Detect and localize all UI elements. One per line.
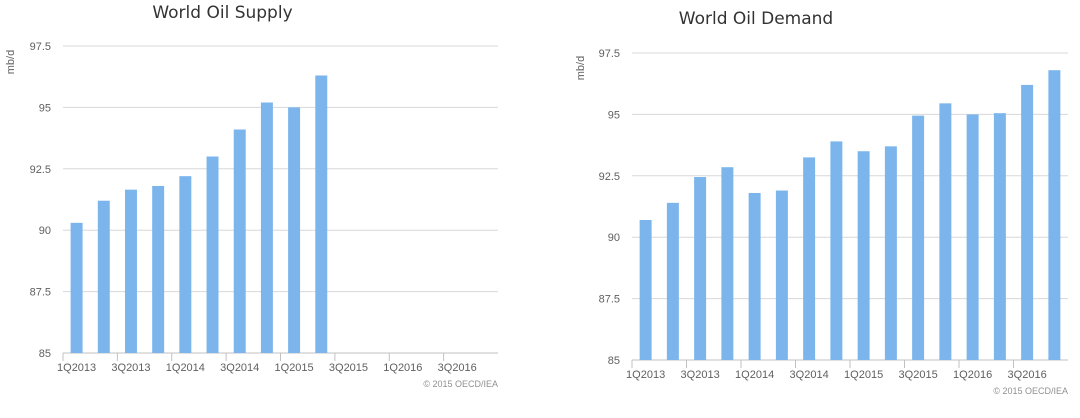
- demand-y-tick-label: 92.5: [599, 171, 620, 183]
- demand-y-tick-label: 90: [608, 232, 620, 244]
- demand-bar: [912, 115, 925, 361]
- demand-bar: [721, 167, 734, 360]
- supply-x-tick-label: 1Q2013: [57, 362, 96, 374]
- demand-bar: [1021, 84, 1034, 360]
- supply-chart: World Oil Supply mb/d 85 87.5 90 92.5 95 97.5 1Q…: [5, 3, 498, 389]
- demand-x-tick-label: 3Q2013: [681, 369, 720, 381]
- supply-x-tick-label: 3Q2014: [220, 362, 259, 374]
- supply-x-tick-label: 3Q2016: [438, 362, 477, 374]
- supply-bar: [233, 129, 246, 353]
- demand-bar: [939, 103, 952, 361]
- supply-x-tick-label: 1Q2014: [166, 362, 205, 374]
- supply-bar: [70, 222, 83, 353]
- demand-y-tick-label: 87.5: [599, 294, 620, 306]
- demand-bar: [966, 114, 979, 361]
- demand-chart-title: World Oil Demand: [679, 9, 833, 29]
- supply-y-tick-label: 90: [39, 225, 51, 237]
- demand-chart-svg: World Oil Demand mb/d 85 87.5 90 92.5 95 97.5 1Q…: [575, 9, 1068, 396]
- supply-bar: [179, 176, 192, 353]
- supply-chart-title: World Oil Supply: [152, 3, 292, 23]
- demand-chart: World Oil Demand mb/d 85 87.5 90 92.5 95 97.5 1Q…: [540, 0, 1080, 418]
- demand-bar: [884, 146, 897, 360]
- demand-x-tick-label: 1Q2016: [953, 369, 992, 381]
- demand-y-axis-label: mb/d: [575, 56, 587, 80]
- supply-chart-svg: World Oil Supply mb/d 85 87.5 90 92.5 95 97.5 1Q…: [5, 3, 498, 389]
- demand-x-tick-label: 1Q2015: [844, 369, 883, 381]
- supply-bar: [97, 200, 110, 353]
- demand-x-tick-label: 3Q2014: [790, 369, 829, 381]
- supply-y-axis-label: mb/d: [5, 50, 17, 74]
- supply-y-tick-label: 85: [39, 348, 51, 360]
- demand-bar: [803, 157, 816, 360]
- supply-bar: [124, 189, 137, 353]
- demand-y-tick-label: 85: [608, 355, 620, 367]
- supply-bar: [206, 156, 219, 353]
- demand-x-tick-label: 1Q2014: [735, 369, 774, 381]
- supply-bar: [288, 107, 301, 354]
- demand-bar: [666, 202, 679, 360]
- supply-x-tick-label: 3Q2015: [329, 362, 368, 374]
- supply-y-tick-label: 92.5: [30, 164, 51, 176]
- demand-bar: [857, 151, 870, 360]
- demand-bar: [830, 141, 843, 360]
- supply-bar: [152, 185, 165, 353]
- demand-bar: [694, 177, 707, 360]
- demand-x-tick-label: 3Q2015: [899, 369, 938, 381]
- demand-x-tick-label: 1Q2013: [626, 369, 665, 381]
- demand-y-tick-label: 97.5: [599, 48, 620, 60]
- supply-x-tick-label: 3Q2013: [111, 362, 150, 374]
- supply-x-tick-label: 1Q2016: [383, 362, 422, 374]
- supply-credit: © 2015 OECD/IEA: [423, 379, 498, 389]
- supply-y-tick-label: 87.5: [30, 287, 51, 299]
- supply-y-tick-label: 95: [39, 102, 51, 114]
- supply-y-tick-label: 97.5: [30, 41, 51, 53]
- demand-bar: [748, 192, 761, 360]
- demand-bar: [775, 190, 788, 360]
- supply-x-tick-label: 1Q2015: [275, 362, 314, 374]
- supply-bar: [260, 102, 273, 353]
- demand-bar: [639, 220, 652, 360]
- demand-y-tick-label: 95: [608, 109, 620, 121]
- demand-x-tick-label: 3Q2016: [1008, 369, 1047, 381]
- demand-credit: © 2015 OECD/IEA: [993, 386, 1068, 396]
- supply-bar: [315, 75, 328, 354]
- demand-bar: [993, 113, 1006, 360]
- demand-bar: [1048, 70, 1061, 360]
